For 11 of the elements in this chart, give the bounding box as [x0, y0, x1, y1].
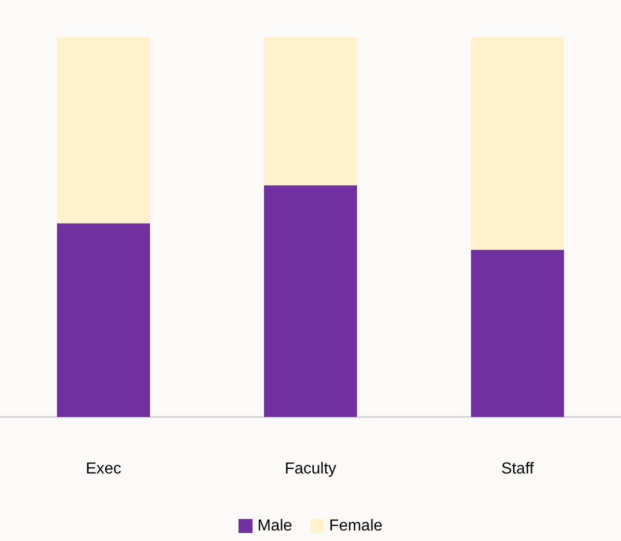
bar	[471, 37, 564, 250]
x-tick-label: Faculty	[284, 460, 336, 478]
bar	[264, 37, 357, 186]
legend-label: Female	[329, 518, 383, 534]
bar	[57, 223, 150, 417]
x-tick-label: Staff	[501, 460, 534, 478]
bar	[471, 250, 564, 417]
bar	[264, 185, 357, 417]
x-tick-label: Exec	[86, 460, 122, 478]
bar	[57, 37, 150, 224]
legend-label: Male	[257, 518, 292, 534]
